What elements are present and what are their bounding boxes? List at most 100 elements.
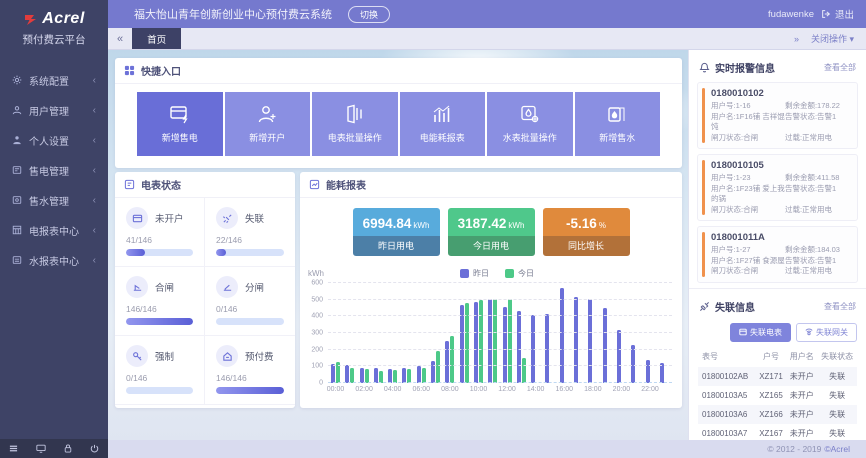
- logo-block: Acrel 预付费云平台: [0, 0, 108, 59]
- stat-value: -5.16: [566, 216, 597, 231]
- chart-bar: [393, 370, 398, 383]
- system-title: 福大怡山青年创新创业中心预付费云系统: [134, 9, 332, 21]
- sidebar-item-electric-report-center[interactable]: 电报表中心 ‹: [0, 215, 108, 245]
- meter-status-item-switch-closed: 合闸 146/146: [115, 267, 205, 336]
- tabs-scroll-left-icon[interactable]: «: [117, 32, 124, 45]
- bell-icon: [699, 62, 710, 73]
- sidebar-item-water-sale[interactable]: 售水管理 ‹: [0, 185, 108, 215]
- quick-entry-icon: [124, 65, 135, 76]
- cell-meter-no: 01800103A6: [702, 409, 748, 419]
- hamburger-menu-icon[interactable]: [9, 444, 18, 453]
- quick-entry-panel: 快捷入口 新增售电 新增开户 电表批量操作 电能耗报表 水表批量操作: [115, 58, 682, 168]
- meter-status-item-switch-open: 分闸 0/146: [205, 267, 295, 336]
- bar-group: 06:00: [413, 283, 430, 393]
- bar-group: [516, 283, 526, 383]
- alarm-user-name: 用户名:1F16铺 吉祥馄饨: [711, 111, 785, 132]
- chart-bar: [493, 298, 498, 383]
- chart-bar: [459, 305, 464, 383]
- legend-item-today[interactable]: 今日: [505, 268, 534, 279]
- chart-bar: [645, 359, 650, 383]
- acrel-logo-icon: [23, 12, 38, 27]
- alarm-accent-bar: [702, 160, 705, 215]
- gridline: [328, 298, 672, 300]
- column-header: 失联状态: [821, 351, 854, 361]
- chart-bar: [402, 368, 407, 383]
- offline-gateway-button-label: 失联网关: [816, 327, 848, 337]
- chart-bar: [331, 364, 335, 383]
- disconnect-icon: [699, 301, 710, 312]
- chart-bar: [421, 368, 426, 383]
- alarms-view-all-link[interactable]: 查看全部: [824, 63, 856, 72]
- cell-meter-no: 01800102AB: [702, 371, 749, 381]
- chevron-left-icon: ‹: [92, 194, 96, 206]
- alarm-balance: 剩余金额:184.03: [784, 245, 840, 254]
- sidebar-item-system-config[interactable]: 系统配置 ‹: [0, 65, 108, 95]
- add-electric-sale-button[interactable]: 新增售电: [137, 92, 223, 156]
- sidebar-item-personal-settings[interactable]: 个人设置 ‹: [0, 125, 108, 155]
- close-operations-dropdown[interactable]: 关闭操作 ▾: [810, 34, 854, 44]
- water-meter-icon: [12, 195, 22, 205]
- alarm-switch-status: 闸刀状态:合闸: [711, 132, 759, 142]
- cell-account-no: XZ167: [759, 428, 783, 438]
- stat-card-today: 3187.42 kWh 今日用电: [447, 208, 535, 256]
- sidebar-item-label: 售电管理: [29, 166, 69, 178]
- tab-home[interactable]: 首页: [132, 28, 182, 49]
- sidebar-item-water-report-center[interactable]: 水报表中心 ‹: [0, 245, 108, 275]
- stat-label: 今日用电: [447, 236, 535, 256]
- sidebar-item-user-management[interactable]: 用户管理 ‹: [0, 95, 108, 125]
- bar-group: [602, 283, 612, 383]
- bar-group: 04:00: [384, 283, 401, 393]
- tabs-scroll-right-icon[interactable]: »: [793, 33, 799, 44]
- energy-report-panel: 能耗报表 6994.84 kWh 昨日用电 3187.42 kWh 今日用电 -5.…: [300, 172, 682, 408]
- username: fudawenke: [768, 8, 814, 20]
- progress-bar: [126, 318, 193, 325]
- add-water-sale-button[interactable]: 新增售水: [574, 92, 660, 156]
- chart-bar: [388, 368, 393, 383]
- footer-brand-link[interactable]: ©Acrel: [824, 444, 850, 454]
- offline-title: 失联信息: [715, 302, 755, 314]
- water-meter-batch-button[interactable]: 水表批量操作: [487, 92, 573, 156]
- cell-meter-no: 01800103A7: [702, 428, 748, 438]
- alarm-balance: 剩余金额:411.58: [784, 173, 840, 182]
- quick-button-label: 新增售电: [161, 133, 198, 143]
- alarm-status: 告警状态:告警1: [784, 111, 837, 121]
- meter-status-value: 146/146: [126, 304, 157, 314]
- sidebar-item-electric-sale[interactable]: 售电管理 ‹: [0, 155, 108, 185]
- add-user-icon: [256, 104, 278, 124]
- logo-text: Acrel: [42, 10, 85, 27]
- chevron-left-icon: ‹: [92, 104, 96, 116]
- cell-user-name: 未开户: [789, 371, 814, 381]
- column-header: 表号: [702, 351, 718, 361]
- bar-group: [373, 283, 383, 383]
- meter-batch-operation-button[interactable]: 电表批量操作: [312, 92, 398, 156]
- switch-button[interactable]: 切换: [348, 5, 391, 23]
- legend-item-yesterday[interactable]: 昨日: [460, 268, 489, 279]
- offline-view-all-link[interactable]: 查看全部: [824, 301, 856, 311]
- legend-label: 昨日: [473, 269, 489, 278]
- progress-bar: [126, 249, 193, 256]
- logout-button[interactable]: 退出: [821, 7, 854, 21]
- meter-status-title: 电表状态: [141, 181, 181, 192]
- chart-bar: [588, 298, 593, 383]
- monitor-icon[interactable]: [36, 444, 46, 453]
- chart-bar: [350, 368, 355, 383]
- add-account-button[interactable]: 新增开户: [224, 92, 310, 156]
- meter-status-item-disconnected: 失联 22/146: [205, 198, 295, 267]
- energy-report-button[interactable]: 电能耗报表: [399, 92, 485, 156]
- power-icon[interactable]: [90, 444, 99, 453]
- table-row: 01800102AB XZ171 未开户 失联: [698, 366, 857, 386]
- y-tick-label: 0: [319, 379, 323, 387]
- logout-icon: [821, 9, 831, 19]
- cell-status: 失联: [829, 428, 846, 438]
- meter-status-item-not-opened: 未开户 41/146: [115, 198, 205, 267]
- alarm-user-no: 用户号:1-27: [711, 245, 751, 254]
- lock-icon[interactable]: [64, 444, 72, 453]
- quick-button-label: 新增开户: [249, 133, 286, 143]
- bar-group: 00:00: [327, 283, 344, 393]
- offline-meter-button[interactable]: 失联电表: [730, 322, 791, 342]
- legend-swatch: [460, 269, 469, 278]
- offline-gateway-button[interactable]: 失联网关: [796, 322, 857, 342]
- cell-user-name: 未开户: [789, 428, 814, 438]
- bar-group: 08:00: [441, 283, 459, 393]
- chart-bar: [602, 308, 607, 383]
